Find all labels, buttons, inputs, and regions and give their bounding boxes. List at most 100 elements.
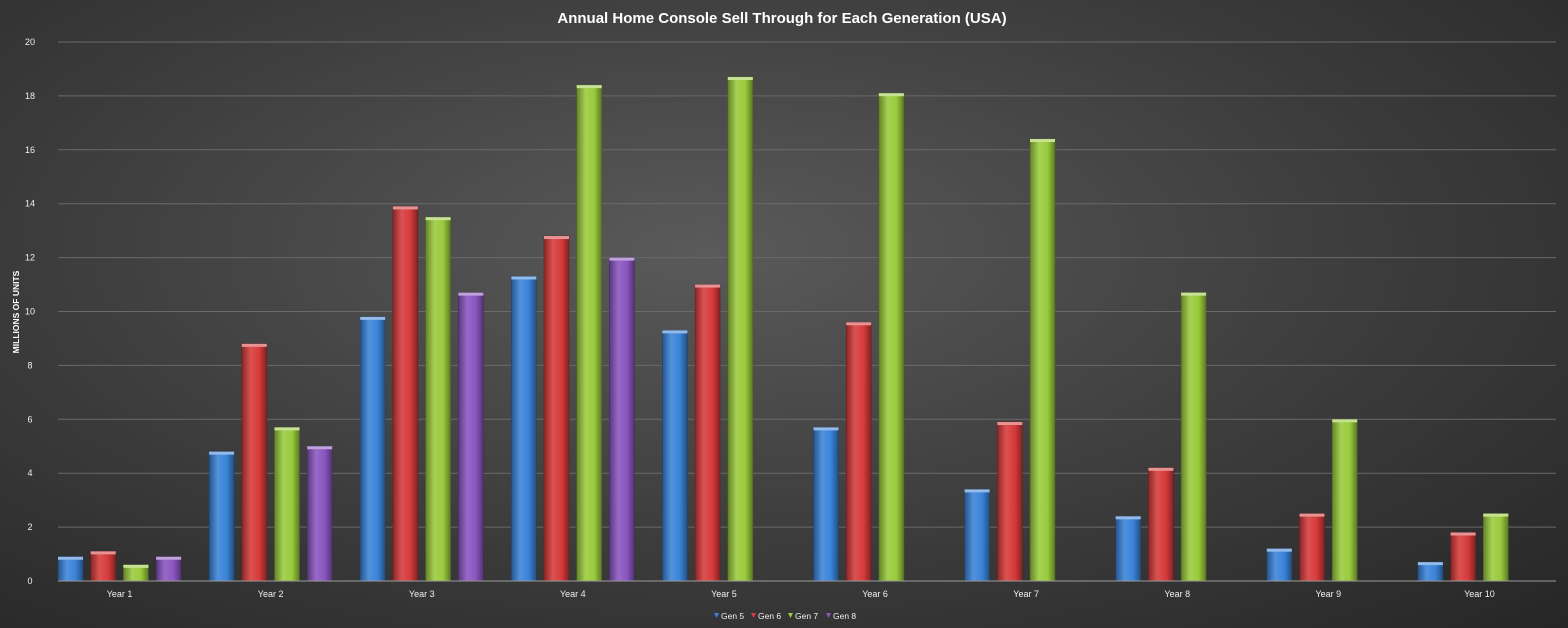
y-tick-label: 8 xyxy=(27,360,32,370)
x-tick-label: Year 8 xyxy=(1164,589,1190,599)
bar-top-highlight xyxy=(997,421,1023,425)
x-tick-label: Year 7 xyxy=(1013,589,1039,599)
bar-top-highlight xyxy=(544,236,569,240)
bar-gen-7-year-6 xyxy=(878,92,905,582)
legend-label: Gen 7 xyxy=(795,611,818,621)
bar-top-highlight xyxy=(1148,467,1174,471)
bar-top-highlight xyxy=(307,446,333,450)
x-tick-label: Year 1 xyxy=(107,589,133,599)
bar-top-highlight xyxy=(425,217,451,221)
legend-label: Gen 5 xyxy=(721,611,744,621)
bar-top-highlight xyxy=(1115,516,1141,520)
bar-top-highlight xyxy=(1266,548,1292,552)
legend-marker xyxy=(826,613,831,618)
x-tick-label: Year 9 xyxy=(1315,589,1341,599)
bar-top-highlight xyxy=(58,556,83,560)
bar-gen-7-year-5 xyxy=(727,76,754,582)
bar-gen-7-year-9 xyxy=(1331,418,1358,582)
bar-gen-6-year-3 xyxy=(392,206,419,582)
bar-gen-6-year-1 xyxy=(90,551,116,582)
bar-gen-6-year-7 xyxy=(996,421,1023,582)
bar-top-highlight xyxy=(156,556,182,560)
bar-gen-7-year-2 xyxy=(274,427,300,582)
bar-gen-7-year-4 xyxy=(576,84,603,582)
y-tick-label: 6 xyxy=(27,414,32,424)
bar-gen-6-year-6 xyxy=(845,321,872,582)
bar-top-highlight xyxy=(1181,292,1207,296)
bar-top-highlight xyxy=(1450,532,1476,536)
y-tick-label: 12 xyxy=(25,253,35,263)
bar-top-highlight xyxy=(609,257,635,261)
bar-gen-8-year-4 xyxy=(609,257,635,582)
legend-marker xyxy=(714,613,719,618)
bar-gen-6-year-10 xyxy=(1450,532,1476,582)
bar-gen-6-year-9 xyxy=(1299,513,1325,582)
x-tick-label: Year 3 xyxy=(409,589,435,599)
x-tick-label: Year 10 xyxy=(1464,589,1495,599)
y-tick-label: 20 xyxy=(25,37,35,47)
y-tick-label: 4 xyxy=(27,468,32,478)
y-tick-label: 14 xyxy=(25,199,35,209)
bar-top-highlight xyxy=(662,330,688,334)
bar-gen-8-year-1 xyxy=(155,556,182,582)
bar-top-highlight xyxy=(1299,513,1325,517)
bar-gen-6-year-4 xyxy=(543,235,570,582)
bar-gen-5-year-2 xyxy=(208,451,235,582)
x-tick-label: Year 6 xyxy=(862,589,888,599)
bar-top-highlight xyxy=(964,489,990,493)
chart-title: Annual Home Console Sell Through for Eac… xyxy=(557,10,1006,27)
x-axis-ticks: Year 1 Year 2 Year 3 Year 4 Year 5 Year 6 Year… xyxy=(107,589,1495,599)
bar-top-highlight xyxy=(1483,513,1509,517)
bar-top-highlight xyxy=(392,206,418,210)
bar-top-highlight xyxy=(274,427,300,431)
bar-top-highlight xyxy=(846,322,872,326)
bar-gen-5-year-6 xyxy=(813,427,839,582)
bar-gen-5-year-8 xyxy=(1115,516,1141,582)
bar-top-highlight xyxy=(576,85,602,89)
bar-gen-8-year-3 xyxy=(457,292,484,582)
bar-top-highlight xyxy=(90,551,116,555)
bars xyxy=(57,76,1509,582)
y-tick-label: 0 xyxy=(27,576,32,586)
bar-gen-7-year-8 xyxy=(1180,292,1207,582)
bar-top-highlight xyxy=(695,284,721,288)
bar-gen-5-year-7 xyxy=(964,489,990,582)
bar-top-highlight xyxy=(360,316,386,320)
bar-gen-5-year-9 xyxy=(1266,548,1293,582)
bar-top-highlight xyxy=(511,276,537,280)
bar-top-highlight xyxy=(209,451,235,455)
bar-top-highlight xyxy=(1417,562,1443,566)
bar-gen-6-year-2 xyxy=(241,343,268,582)
bar-top-highlight xyxy=(1332,419,1358,423)
bar-top-highlight xyxy=(813,427,839,431)
bar-top-highlight xyxy=(241,343,267,347)
y-tick-label: 2 xyxy=(27,522,32,532)
bar-top-highlight xyxy=(1030,139,1055,143)
bar-gen-7-year-3 xyxy=(425,216,451,582)
legend-label: Gen 6 xyxy=(758,611,781,621)
bar-top-highlight xyxy=(458,292,484,296)
legend: Gen 5 Gen 6 Gen 7 Gen 8 xyxy=(714,611,856,621)
legend-marker xyxy=(788,613,793,618)
x-tick-label: Year 2 xyxy=(258,589,284,599)
bar-gen-5-year-5 xyxy=(662,330,688,582)
bar-gen-7-year-10 xyxy=(1483,513,1509,582)
bar-gen-5-year-1 xyxy=(57,556,84,582)
bar-top-highlight xyxy=(878,93,904,97)
y-axis-label: MILLIONS OF UNITS xyxy=(11,270,21,353)
y-tick-label: 18 xyxy=(25,91,35,101)
bar-top-highlight xyxy=(727,77,753,81)
bar-top-highlight xyxy=(123,564,149,568)
x-tick-label: Year 4 xyxy=(560,589,586,599)
bar-gen-6-year-5 xyxy=(694,284,721,582)
x-tick-label: Year 5 xyxy=(711,589,737,599)
legend-marker xyxy=(751,613,756,618)
bar-gen-7-year-7 xyxy=(1029,138,1056,582)
y-tick-label: 10 xyxy=(25,307,35,317)
legend-label: Gen 8 xyxy=(833,611,856,621)
bar-gen-5-year-3 xyxy=(359,316,386,582)
bar-gen-5-year-4 xyxy=(510,276,537,582)
bar-gen-6-year-8 xyxy=(1148,467,1174,582)
bar-gen-8-year-2 xyxy=(306,445,333,582)
